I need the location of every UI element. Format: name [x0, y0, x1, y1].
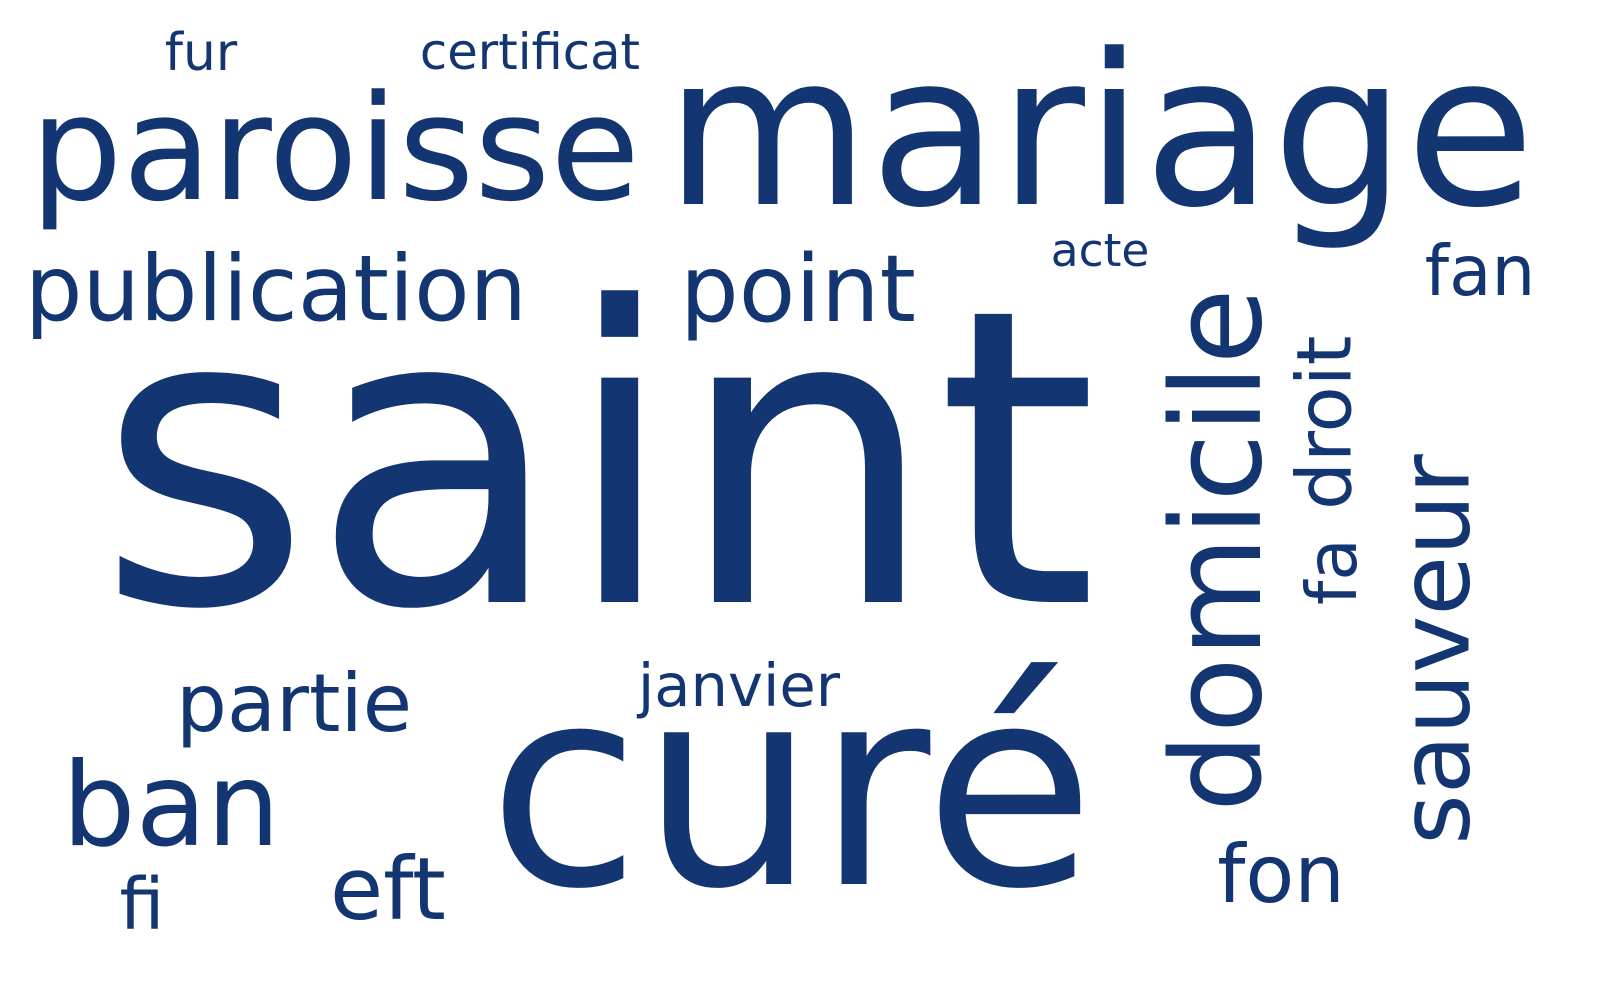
word-point: point [680, 234, 916, 343]
word-certificat: certificat [419, 23, 641, 82]
word-cure: curé [488, 628, 1095, 951]
word-acte: acte [1050, 224, 1150, 278]
word-droit: droit [1280, 335, 1369, 510]
word-ban: ban [62, 738, 281, 873]
word-fi: fi [119, 863, 165, 947]
word-publication: publication [24, 236, 528, 342]
word-fan: fan [1424, 231, 1536, 312]
word-domicile: domicile [1145, 288, 1290, 812]
word-paroisse: paroisse [30, 65, 640, 235]
word-fur: fur [164, 23, 238, 84]
word-fon: fon [1217, 828, 1345, 921]
word-janvier: janvier [637, 651, 841, 720]
word-sauveur: sauveur [1378, 454, 1492, 846]
word-eft: eft [330, 839, 446, 940]
word-fa: fa [1292, 538, 1373, 605]
word-saint: saint [97, 220, 1098, 699]
word-mariage: mariage [665, 9, 1535, 255]
word-partie: partie [176, 656, 413, 750]
